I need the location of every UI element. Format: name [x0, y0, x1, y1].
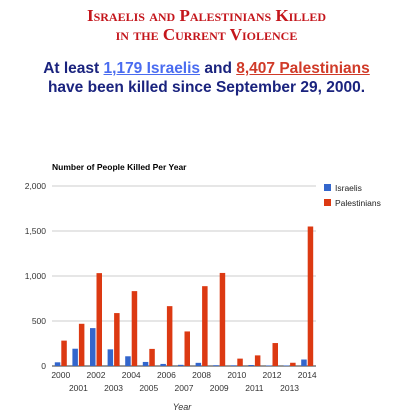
bar-israelis-2013: [283, 365, 290, 366]
y-tick-label: 2,000: [25, 181, 47, 191]
y-tick-label: 0: [41, 361, 46, 371]
x-tick-label: 2004: [122, 370, 141, 380]
x-tick-label: 2007: [175, 383, 194, 393]
x-tick-label: 2009: [210, 383, 229, 393]
chart-title: Number of People Killed Per Year: [52, 162, 187, 172]
bar-israelis-2006: [160, 363, 166, 366]
bar-israelis-2003: [107, 349, 114, 366]
x-tick-label: 2013: [280, 383, 299, 393]
summary-and: and: [200, 60, 237, 77]
x-tick-label: 2008: [192, 370, 211, 380]
bar-palestinians-2007: [184, 331, 190, 366]
bar-palestinians-2013: [290, 362, 296, 366]
bar-palestinians-2004: [131, 291, 138, 366]
x-tick-label: 2010: [227, 370, 246, 380]
bar-palestinians-2002: [96, 273, 102, 366]
bar-israelis-2011: [248, 365, 254, 366]
summary: At least 1,179 Israelis and 8,407 Palest…: [0, 59, 413, 97]
x-tick-label: 2000: [51, 370, 70, 380]
bar-palestinians-2001: [78, 323, 85, 366]
bar-israelis-2005: [142, 361, 149, 366]
israelis-count-link[interactable]: 1,179 Israelis: [103, 60, 201, 77]
x-tick-label: 2002: [87, 370, 106, 380]
bar-palestinians-2012: [272, 343, 278, 366]
palestinians-count-link[interactable]: 8,407 Palestinians: [236, 60, 370, 77]
x-axis-ticks: 2000 2001 2002 2003 2004 2005 2006 2007 2008 2009…: [51, 370, 317, 393]
x-tick-label: 2012: [263, 370, 282, 380]
x-tick-label: 2014: [298, 370, 317, 380]
y-tick-label: 1,000: [25, 271, 47, 281]
bar-israelis-2012: [266, 365, 272, 366]
bar-palestinians-2006: [166, 306, 173, 366]
bar-palestinians-2008: [202, 286, 208, 366]
bar-palestinians-2000: [61, 340, 67, 366]
bar-israelis-2002: [90, 328, 96, 366]
headline-line-1: Israelis and Palestinians Killed: [86, 6, 327, 25]
headline-line-2: in the Current Violence: [115, 25, 298, 44]
bar-palestinians-2003: [114, 313, 120, 366]
bar-israelis-2008: [195, 362, 202, 366]
y-tick-label: 1,500: [25, 226, 47, 236]
headline: Israelis and Palestinians Killed in the …: [0, 6, 413, 44]
bar-israelis-2014: [301, 359, 307, 366]
x-tick-label: 2003: [104, 383, 123, 393]
y-axis-ticks: 0 500 1,000 1,500 2,000: [25, 181, 47, 371]
x-tick-label: 2005: [139, 383, 158, 393]
legend-label-palestinians: Palestinians: [335, 198, 381, 208]
summary-prefix: At least: [43, 60, 104, 77]
bar-palestinians-2011: [254, 355, 261, 366]
bar-israelis-2001: [72, 348, 78, 366]
legend-label-israelis: Israelis: [335, 183, 362, 193]
legend-swatch-israelis: [324, 184, 331, 191]
x-tick-label: 2001: [69, 383, 88, 393]
chart-bars: [54, 226, 314, 366]
x-tick-label: 2011: [245, 383, 264, 393]
y-tick-label: 500: [32, 316, 46, 326]
x-axis-label: Year: [173, 402, 193, 412]
bar-israelis-2007: [178, 364, 184, 366]
bar-israelis-2009: [213, 365, 219, 366]
bar-israelis-2000: [54, 362, 61, 366]
bar-israelis-2010: [230, 365, 237, 366]
chart-gridlines: [52, 185, 316, 367]
summary-line-1: At least 1,179 Israelis and 8,407 Palest…: [0, 59, 413, 78]
legend-swatch-palestinians: [324, 199, 331, 206]
bar-palestinians-2009: [219, 272, 226, 366]
bar-palestinians-2005: [149, 348, 155, 366]
bar-israelis-2004: [125, 356, 131, 366]
chart-legend: Israelis Palestinians: [324, 183, 381, 208]
summary-line-2: have been killed since September 29, 200…: [47, 79, 366, 96]
x-tick-label: 2006: [157, 370, 176, 380]
bar-palestinians-2014: [307, 226, 314, 366]
bar-palestinians-2010: [237, 358, 243, 366]
